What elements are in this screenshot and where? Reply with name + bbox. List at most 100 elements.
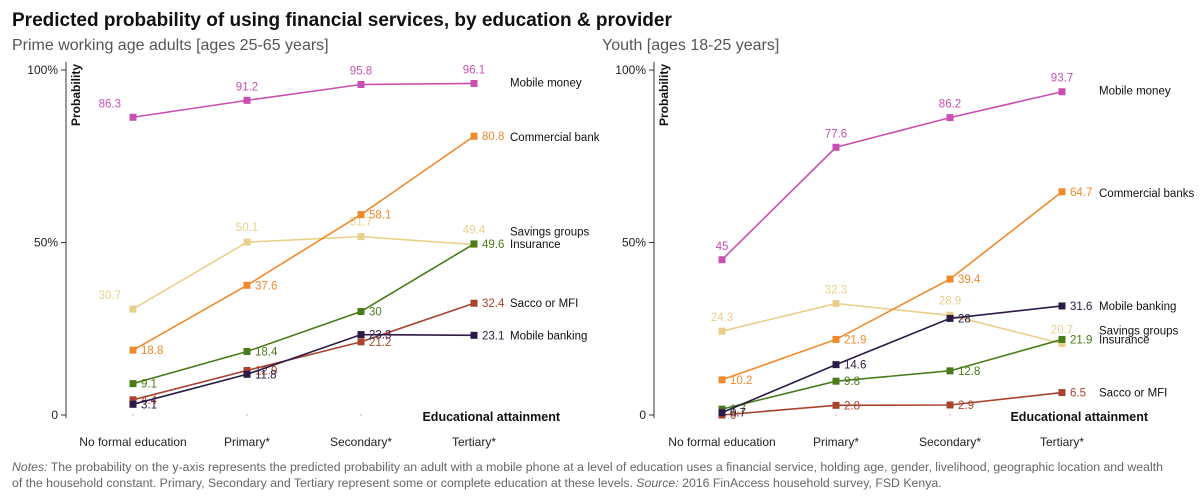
data-point bbox=[832, 143, 840, 151]
series-name-label: Sacco or MFI bbox=[510, 298, 578, 310]
data-point bbox=[129, 396, 137, 404]
data-label: 32.4 bbox=[482, 298, 505, 310]
data-point bbox=[243, 366, 251, 374]
series-mobile-banking: 3.1 11.8 23.3 23.1 Mobile banking bbox=[129, 330, 587, 411]
data-label: 21.9 bbox=[844, 334, 866, 346]
data-label: 64.7 bbox=[1070, 187, 1092, 199]
series-line bbox=[721, 305, 1063, 414]
data-label: 49.6 bbox=[482, 239, 504, 251]
data-label: 0 bbox=[730, 410, 736, 422]
x-tick-label: No formal education bbox=[668, 435, 775, 449]
series-name-label: Mobile banking bbox=[510, 330, 587, 342]
data-point bbox=[832, 401, 840, 409]
data-label: 23.3 bbox=[369, 330, 391, 342]
data-point bbox=[946, 275, 954, 283]
y-tick-label: 0 bbox=[639, 408, 646, 422]
x-axis-label: Educational attainment bbox=[422, 410, 560, 424]
data-point bbox=[470, 299, 478, 307]
x-tick-label: Primary* bbox=[224, 435, 270, 449]
data-label: 9.1 bbox=[141, 379, 157, 391]
chart-notes: Notes: The probability on the y-axis rep… bbox=[12, 459, 1172, 491]
series-commercial-bank: 18.8 37.6 58.1 80.8 Commercial bank bbox=[129, 131, 600, 357]
chart-panel-2: 0 50% 100% Probability No formal education Pr… bbox=[615, 62, 1194, 449]
data-label: 91.2 bbox=[236, 81, 258, 93]
data-label: 45 bbox=[716, 241, 729, 253]
data-point bbox=[1058, 188, 1066, 196]
series-name-label: Savings groups bbox=[510, 227, 590, 239]
data-point bbox=[129, 346, 137, 354]
series-name-label: Mobile banking bbox=[1099, 301, 1176, 313]
series-line bbox=[721, 391, 1063, 416]
data-point bbox=[946, 367, 954, 375]
y-tick-label: 0 bbox=[51, 408, 58, 422]
data-label: 28 bbox=[958, 313, 971, 325]
series-line bbox=[132, 333, 475, 406]
data-point bbox=[357, 308, 365, 315]
data-label: 3.1 bbox=[141, 399, 157, 411]
data-point bbox=[1058, 88, 1066, 96]
series-insurance: 1.79.812.821.9 Insurance bbox=[718, 334, 1150, 416]
data-label: 37.6 bbox=[255, 280, 277, 292]
series-name-label: Insurance bbox=[1099, 334, 1150, 346]
series-name-label: Mobile money bbox=[1099, 86, 1171, 98]
y-tick-label: 100% bbox=[27, 63, 58, 77]
data-label: 30.7 bbox=[99, 290, 121, 302]
y-tick-label: 50% bbox=[622, 236, 646, 250]
y-axis-label: Probability bbox=[657, 64, 671, 126]
series-sacco-or-mfi: 4.412.921.232.4 Sacco or MFI bbox=[129, 298, 578, 407]
series-line bbox=[721, 338, 1063, 410]
data-label: 0.7 bbox=[730, 408, 746, 420]
series-savings-groups: 24.3 32.3 28.9 20.7 Savings groups bbox=[711, 285, 1179, 348]
left-panel-subtitle: Prime working age adults [ages 25-65 yea… bbox=[12, 37, 329, 54]
data-label: 96.1 bbox=[463, 64, 485, 76]
y-tick-label: 50% bbox=[34, 236, 58, 250]
data-point bbox=[129, 380, 137, 388]
series-name-label: Savings groups bbox=[1099, 326, 1179, 338]
data-label: 86.2 bbox=[939, 99, 961, 111]
data-label: 31.6 bbox=[1070, 301, 1092, 313]
data-label: 30 bbox=[369, 307, 382, 319]
right-panel-subtitle: Youth [ages 18-25 years] bbox=[602, 37, 780, 54]
series-name-label: Insurance bbox=[510, 239, 561, 251]
data-point bbox=[1058, 389, 1066, 397]
data-label: 95.8 bbox=[350, 65, 372, 77]
x-tick-label: No formal education bbox=[79, 435, 186, 449]
data-label: 21.2 bbox=[369, 337, 391, 349]
series-mobile-money: 45 77.6 86.2 93.7 Mobile money bbox=[716, 73, 1171, 264]
data-point bbox=[129, 305, 137, 313]
series-name-label: Sacco or MFI bbox=[1099, 388, 1167, 400]
series-mobile-money: 86.3 91.2 95.8 96.1 Mobile money bbox=[99, 64, 582, 121]
series-line bbox=[132, 135, 475, 351]
data-point bbox=[1058, 302, 1066, 310]
data-label: 12.9 bbox=[255, 365, 277, 377]
data-point bbox=[357, 211, 365, 219]
x-tick-label: Secondary* bbox=[330, 435, 392, 449]
series-sacco-or-mfi: 0 2.8 2.9 6.5 Sacco or MFI bbox=[718, 388, 1167, 422]
x-axis-label: Educational attainment bbox=[1010, 410, 1148, 424]
data-point bbox=[470, 240, 478, 248]
data-point bbox=[1058, 340, 1066, 348]
data-point bbox=[946, 401, 954, 409]
x-tick-label: Primary* bbox=[813, 435, 859, 449]
chart-panel-1: 0 50% 100% Probability No formal education Pr… bbox=[27, 62, 600, 449]
data-point bbox=[243, 370, 251, 378]
data-point bbox=[357, 233, 365, 241]
data-point bbox=[129, 400, 137, 408]
data-label: 2.9 bbox=[958, 400, 974, 412]
data-point bbox=[718, 376, 726, 384]
data-label: 20.7 bbox=[1051, 325, 1073, 337]
data-label: 49.4 bbox=[463, 225, 486, 237]
series-name-label: Commercial banks bbox=[1099, 188, 1194, 200]
data-point bbox=[243, 281, 251, 289]
data-point bbox=[243, 238, 251, 246]
data-label: 24.3 bbox=[711, 312, 733, 324]
series-insurance: 9.1 18.4 30 49.6 Insurance bbox=[129, 239, 561, 391]
series-commercial-banks: 10.2 21.9 39.4 64.7 Commercial banks bbox=[718, 187, 1194, 387]
data-label: 18.8 bbox=[141, 345, 163, 357]
x-tick-label: Tertiary* bbox=[1040, 435, 1084, 449]
data-point bbox=[718, 327, 726, 335]
data-label: 9.8 bbox=[844, 376, 860, 388]
data-point bbox=[718, 409, 726, 417]
data-label: 77.6 bbox=[825, 128, 847, 140]
